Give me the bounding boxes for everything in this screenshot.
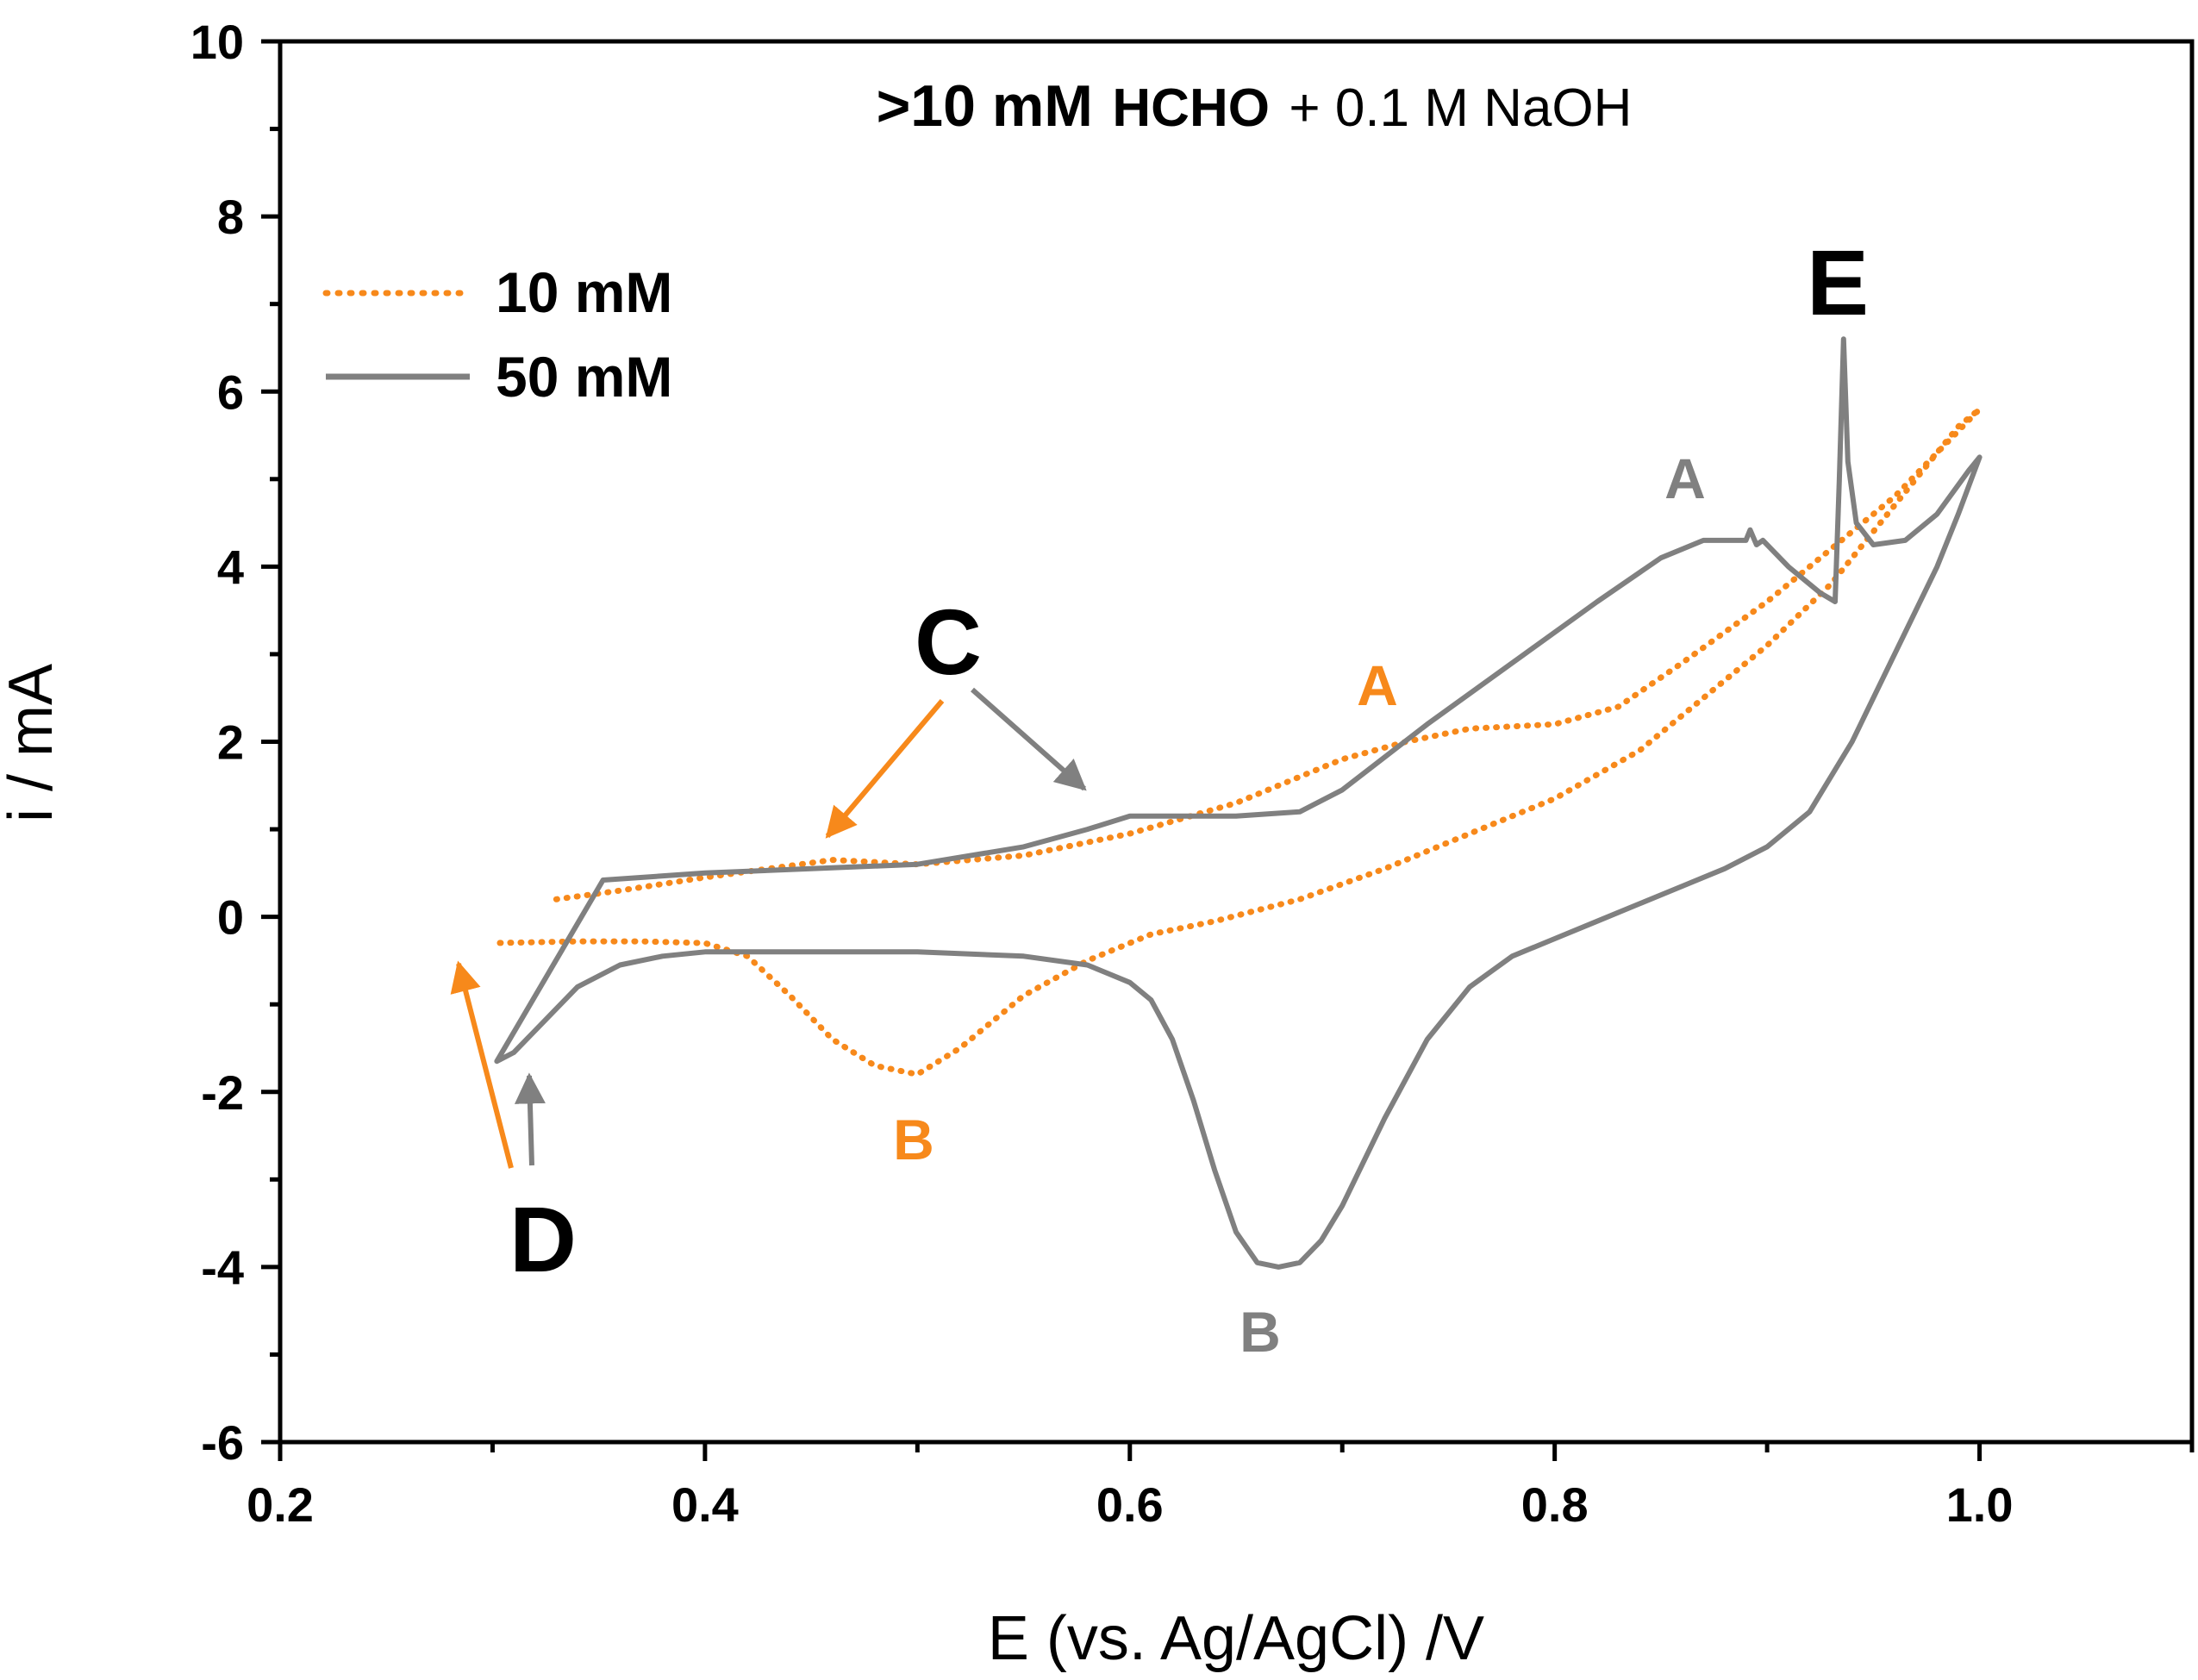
peak-a-10mm: A — [1357, 653, 1398, 717]
legend-label-10mm: 10 mM — [496, 260, 672, 324]
label-d: D — [509, 1187, 577, 1291]
peak-b-50mm: B — [1239, 1300, 1281, 1364]
peak-a-50mm: A — [1664, 447, 1706, 510]
y-tick-label: -6 — [201, 1415, 244, 1470]
label-e: E — [1807, 230, 1869, 334]
y-tick-label: 8 — [217, 190, 244, 244]
series-line-10mm — [489, 406, 1983, 1077]
arrow-d-to-10mm — [450, 960, 514, 1169]
arrow-d-to-50mm — [514, 1072, 546, 1166]
peak-b-10mm: B — [893, 1108, 934, 1171]
x-tick-label: 0.8 — [1521, 1477, 1589, 1532]
label-c: C — [915, 590, 982, 694]
x-tick-label: 0.4 — [671, 1477, 739, 1532]
x-axis-title: E (vs. Ag/AgCl) /V — [988, 1604, 1484, 1673]
x-tick-label: 0.6 — [1096, 1477, 1164, 1532]
arrow-c-to-50mm — [971, 687, 1087, 791]
y-tick-label: -2 — [201, 1065, 244, 1120]
series-line-50mm — [494, 336, 1983, 1270]
y-tick-label: 2 — [217, 715, 244, 770]
series-layer — [489, 336, 1983, 1270]
y-tick-label: -4 — [201, 1240, 244, 1295]
legend: 10 mM 50 mM — [322, 260, 672, 409]
y-tick-label: 0 — [217, 890, 244, 945]
y-tick-label: 6 — [217, 365, 244, 419]
x-tick-label: 1.0 — [1946, 1477, 2014, 1532]
legend-label-50mm: 50 mM — [496, 345, 672, 409]
title-compound: HCHO — [1112, 78, 1270, 138]
axis-tick-labels: 0.2 0.4 0.6 0.8 1.0 10 8 6 4 2 0 -2 -4 -6 — [190, 15, 2014, 1532]
x-tick-label: 0.2 — [247, 1477, 314, 1532]
title-electrolyte: + 0.1 M NaOH — [1289, 78, 1632, 138]
y-tick-label: 10 — [190, 15, 244, 69]
title-concentration: >10 mM — [877, 73, 1093, 139]
y-axis-title: i / mA — [0, 664, 66, 822]
arrow-c-to-10mm — [825, 699, 945, 839]
chart-title: >10 mM HCHO + 0.1 M NaOH — [877, 73, 1633, 139]
y-tick-label: 4 — [217, 540, 244, 594]
axis-ticks — [261, 39, 2195, 1461]
